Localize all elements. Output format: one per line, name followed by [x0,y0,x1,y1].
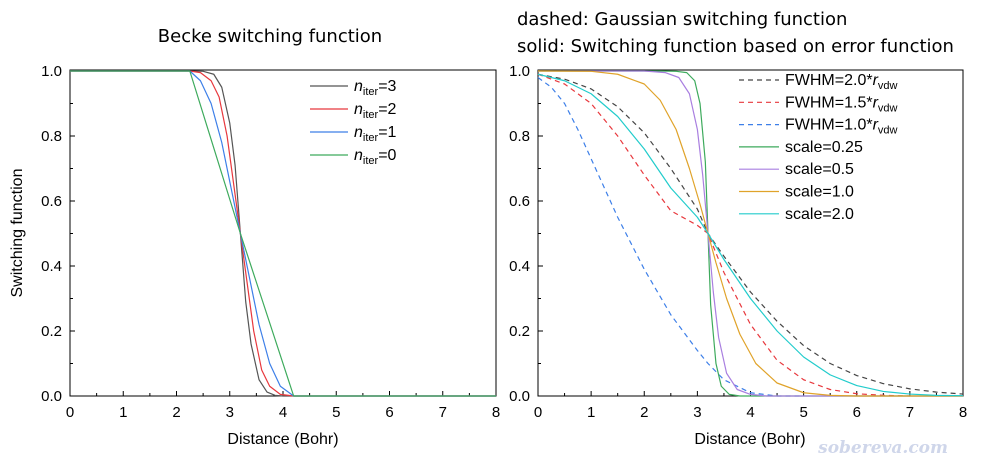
legend-label: niter=1 [354,124,397,144]
x-tick-label: 5 [332,404,340,421]
y-tick-label: 0.8 [41,128,62,145]
legend-label: scale=1.0 [785,184,854,201]
y-tick-label: 0.4 [41,258,62,275]
series-line [537,73,964,395]
series-line [537,73,910,397]
y-tick-label: 0.2 [509,323,530,340]
x-tick-label: 0 [66,404,74,421]
right-plot-panel: dashed: Gaussian switching function soli… [509,9,967,448]
right-plot-frame [537,69,964,397]
right-chart-subtitle: solid: Switching function based on error… [517,36,954,57]
legend-label: niter=3 [354,78,397,98]
left-series-lines [70,70,496,397]
legend-label: niter=0 [354,147,397,167]
x-tick-label: 6 [853,404,861,421]
right-axis-ticks: 0 1 2 3 4 5 6 7 8 0.0 0.2 0.4 0.6 0.8 1.0 [509,63,967,421]
left-plot-panel: Becke switching function 0 1 2 3 4 5 6 7 8 0.0 0.2… [9,26,500,448]
x-tick-label: 0 [534,404,542,421]
left-axis-ticks: 0 1 2 3 4 5 6 7 8 0.0 0.2 0.4 0.6 0.8 1.0 [41,63,500,421]
x-tick-label: 7 [906,404,914,421]
y-tick-label: 0.4 [509,258,530,275]
y-tick-label: 0.0 [41,388,62,405]
legend-label: niter=2 [354,101,397,121]
x-tick-label: 3 [226,404,234,421]
left-legend: niter=3 niter=2 niter=1 niter=0 [310,78,397,167]
y-tick-label: 0.0 [509,388,530,405]
x-tick-label: 8 [959,404,967,421]
legend-label: scale=0.5 [785,161,854,178]
x-tick-label: 4 [746,404,754,421]
y-tick-label: 0.2 [41,323,62,340]
x-tick-label: 4 [279,404,287,421]
x-tick-label: 1 [587,404,595,421]
y-tick-label: 0.6 [509,193,530,210]
x-tick-label: 1 [119,404,127,421]
right-chart-title: dashed: Gaussian switching function [517,9,847,30]
legend-label: FWHM=2.0*rvdw [785,72,898,92]
series-line [538,70,963,397]
y-tick-label: 0.6 [41,193,62,210]
left-chart-title: Becke switching function [158,26,382,47]
x-tick-label: 5 [799,404,807,421]
legend-label: scale=0.25 [785,139,863,156]
series-line [70,70,496,397]
series-line [70,70,496,397]
x-tick-label: 2 [640,404,648,421]
left-x-axis-label: Distance (Bohr) [227,431,338,448]
series-line [538,70,963,397]
left-y-axis-label: Switching function [9,169,26,298]
legend-label: FWHM=1.0*rvdw [785,117,898,137]
right-series-lines [537,70,964,397]
y-tick-label: 1.0 [41,63,62,80]
left-plot-frame [69,69,497,397]
series-line [537,70,963,397]
series-line [70,70,496,397]
x-tick-label: 2 [172,404,180,421]
legend-label: scale=2.0 [785,206,854,223]
y-tick-label: 1.0 [509,63,530,80]
x-tick-label: 6 [385,404,393,421]
series-line [537,77,804,397]
x-tick-label: 8 [492,404,500,421]
watermark: sobereva.com [817,438,948,458]
right-x-axis-label: Distance (Bohr) [694,431,805,448]
x-tick-label: 3 [693,404,701,421]
x-tick-label: 7 [439,404,447,421]
series-line [70,70,496,397]
y-tick-label: 0.8 [509,128,530,145]
series-line [537,73,964,397]
legend-label: FWHM=1.5*rvdw [785,94,898,114]
